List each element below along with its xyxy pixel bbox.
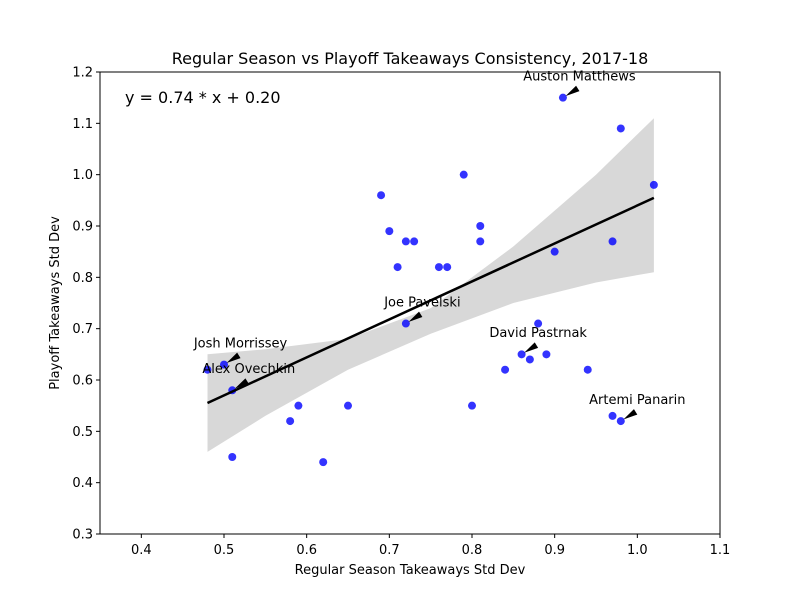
x-tick-label: 0.6 (296, 543, 317, 558)
y-tick-label: 1.1 (72, 117, 93, 132)
x-tick-label: 0.4 (131, 543, 152, 558)
data-point (468, 401, 476, 410)
annotation-arrow (408, 311, 423, 322)
data-point (558, 93, 567, 102)
y-tick-label: 0.6 (72, 374, 93, 389)
data-point (550, 247, 559, 256)
chart-title: Regular Season vs Playoff Takeaways Cons… (172, 49, 649, 68)
plot-frame (99, 71, 721, 535)
data-point (220, 360, 228, 369)
annotation-arrow (226, 352, 241, 364)
regression-equation: y = 0.74 * x + 0.20 (125, 88, 281, 107)
annotation-arrow (524, 342, 539, 353)
data-point (228, 453, 237, 461)
data-point (401, 237, 410, 246)
y-tick-label: 0.8 (72, 271, 93, 286)
data-point (344, 401, 352, 410)
x-tick-label: 1.1 (710, 543, 731, 558)
y-axis-title: Playoff Takeaways Std Dev (48, 216, 63, 390)
regression-line (206, 196, 655, 405)
data-point (608, 237, 617, 246)
data-point (410, 237, 419, 246)
data-point (459, 170, 468, 179)
data-point (525, 355, 534, 364)
annotation-label: Alex Ovechkin (202, 362, 295, 377)
annotation-arrow (565, 85, 580, 97)
data-point (608, 411, 617, 420)
y-tick-label: 0.5 (72, 425, 93, 440)
data-point (393, 263, 402, 272)
annotation-label: Joe Pavelski (383, 295, 460, 310)
y-tick-label: 0.7 (72, 322, 93, 337)
data-point (583, 365, 592, 374)
data-point (501, 365, 510, 374)
data-point (542, 350, 551, 359)
data-point (434, 263, 443, 272)
data-point (319, 458, 328, 467)
data-point (443, 263, 452, 272)
x-tick-label: 1.0 (627, 543, 648, 558)
y-tick-label: 1.0 (72, 168, 93, 183)
axis-ticks: 0.4 0.5 0.6 0.7 0.8 0.9 1.0 1.1 0.3 0.4 0.5 0.6 0.7 0… (72, 66, 730, 559)
data-point (476, 222, 485, 230)
data-point (377, 191, 386, 200)
data-point (616, 417, 625, 426)
y-tick-label: 0.9 (72, 220, 93, 235)
data-point (401, 319, 410, 328)
confidence-band (207, 118, 654, 452)
data-point (534, 319, 543, 328)
annotation-label: David Pastrnak (489, 326, 587, 341)
data-point (476, 237, 485, 246)
annotation-label: Josh Morrissey (193, 336, 288, 351)
x-axis-title: Regular Season Takeaways Std Dev (295, 563, 526, 578)
data-point (286, 417, 295, 426)
y-tick-label: 0.4 (72, 476, 93, 491)
annotation-label: Auston Matthews (523, 69, 636, 84)
data-point (385, 227, 394, 236)
data-point (517, 350, 526, 359)
x-tick-label: 0.8 (462, 543, 483, 558)
y-tick-label: 1.2 (72, 66, 93, 81)
plot-area: Auston Matthews Joe Pavelski David Pastrna… (193, 69, 686, 467)
y-tick-label: 0.3 (72, 528, 93, 543)
x-tick-label: 0.5 (214, 543, 235, 558)
data-point (649, 180, 658, 189)
x-tick-label: 0.7 (379, 543, 400, 558)
x-tick-label: 0.9 (544, 543, 565, 558)
annotation-label: Artemi Panarin (589, 393, 685, 408)
annotation-arrow (234, 378, 249, 389)
data-point (616, 124, 625, 133)
data-point (294, 401, 303, 410)
data-point (203, 365, 212, 374)
annotation-arrow (623, 409, 638, 420)
